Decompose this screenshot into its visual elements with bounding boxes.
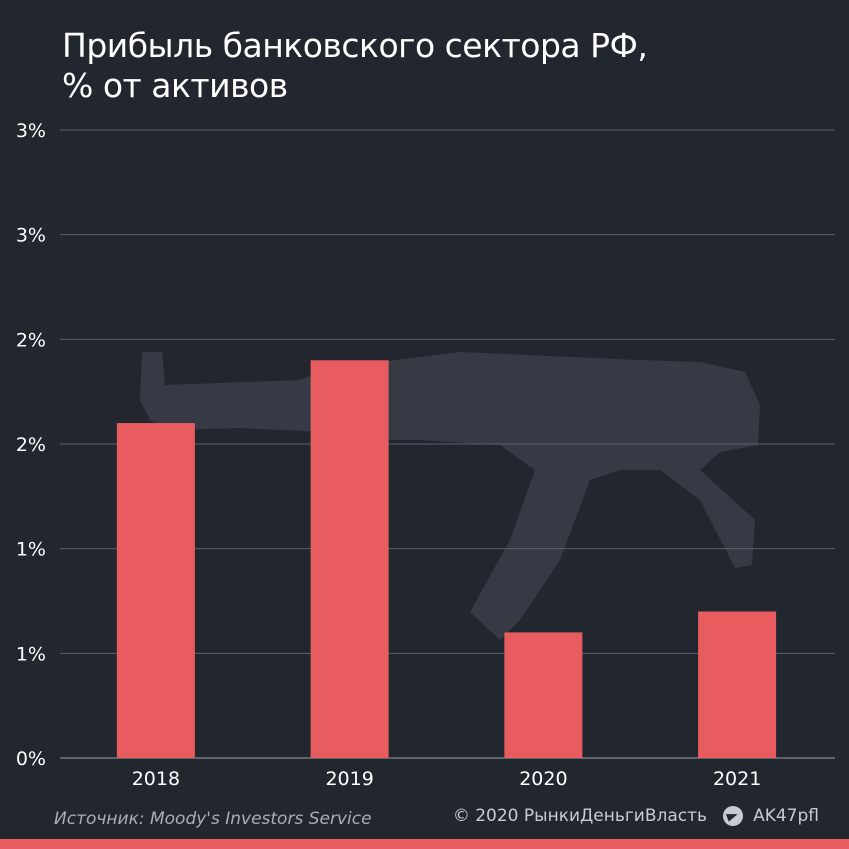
bar-2019 — [310, 360, 389, 758]
bar-2018 — [116, 423, 195, 758]
telegram-icon — [723, 806, 744, 826]
chart-title: Прибыль банковского сектора РФ, % от акт… — [62, 26, 822, 106]
x-tick-label: 2018 — [132, 768, 180, 790]
chart-title-line2: % от активов — [62, 66, 288, 105]
x-tick-label: 2021 — [713, 768, 761, 790]
source-note: Источник: Moody's Investors Service — [54, 809, 372, 829]
y-tick-label: 3% — [16, 120, 46, 142]
footer-credits: © 2020 РынкиДеньгиВласть AK47pfl — [453, 806, 819, 826]
y-tick-label: 1% — [16, 643, 46, 665]
bar-2020 — [504, 632, 583, 758]
bar-2021 — [698, 611, 777, 758]
x-tick-label: 2019 — [325, 768, 373, 790]
copyright-text: © 2020 РынкиДеньгиВласть — [452, 806, 708, 826]
y-tick-label: 3% — [16, 225, 46, 247]
y-tick-label: 2% — [16, 329, 46, 351]
y-tick-label: 1% — [16, 539, 46, 561]
chart-title-line1: Прибыль банковского сектора РФ, — [62, 26, 648, 65]
channel-name[interactable]: AK47pfl — [753, 806, 819, 826]
x-tick-label: 2020 — [519, 768, 567, 790]
y-tick-label: 0% — [16, 748, 46, 770]
y-tick-label: 2% — [16, 434, 46, 456]
rifle-watermark-icon — [140, 352, 760, 640]
bottom-accent-bar — [0, 839, 849, 849]
